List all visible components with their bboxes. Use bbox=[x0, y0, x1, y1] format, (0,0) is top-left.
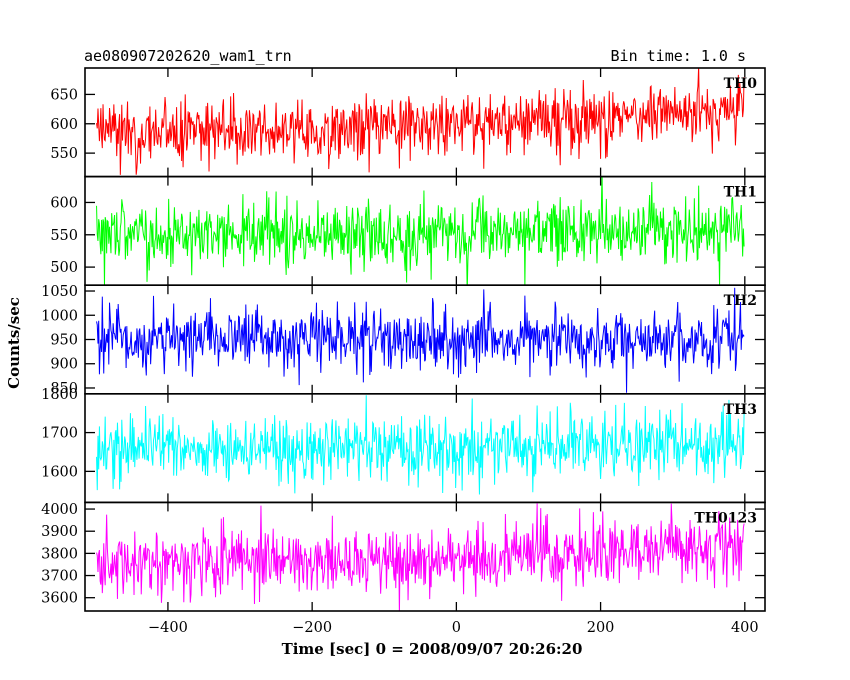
panel-th3: 1600 1700 1800 TH3 bbox=[41, 387, 766, 504]
series-line-th0123 bbox=[96, 503, 745, 611]
y-tick-label: 500 bbox=[50, 260, 78, 276]
panel-label-th1: TH1 bbox=[724, 185, 757, 201]
x-tick-label: −400 bbox=[148, 620, 188, 636]
panel-label-th0123: TH0123 bbox=[694, 510, 757, 526]
panels-group: 550 600 650 TH0 500 550 600 TH1 850 900 950 1000 105… bbox=[41, 67, 766, 612]
y-tick-label: 3600 bbox=[41, 591, 78, 607]
y-tick-label: 900 bbox=[50, 357, 78, 373]
y-tick-label: 1600 bbox=[41, 464, 78, 480]
y-tick-label: 1050 bbox=[41, 284, 78, 300]
panel-label-th3: TH3 bbox=[724, 402, 757, 418]
series-line-th0 bbox=[96, 68, 745, 175]
x-axis: −400 −200 0 200 400 bbox=[148, 620, 759, 636]
series-line-th1 bbox=[96, 176, 745, 286]
y-axis-label: Counts/sec bbox=[5, 297, 23, 389]
x-tick-label: 200 bbox=[587, 620, 615, 636]
panel-th2: 850 900 950 1000 1050 TH2 bbox=[41, 284, 766, 397]
x-tick-label: 0 bbox=[452, 620, 461, 636]
y-tick-label: 550 bbox=[50, 228, 78, 244]
y-tick-label: 600 bbox=[50, 195, 78, 211]
x-axis-label: Time [sec] 0 = 2008/09/07 20:26:20 bbox=[282, 640, 583, 658]
chart-title: ae080907202620_wam1_trn bbox=[84, 47, 292, 65]
panel-th0: 550 600 650 TH0 bbox=[50, 67, 766, 178]
y-tick-label: 1800 bbox=[41, 387, 78, 403]
y-tick-label: 550 bbox=[50, 146, 78, 162]
y-tick-label: 3800 bbox=[41, 546, 78, 562]
y-tick-label: 850 bbox=[50, 381, 78, 397]
y-tick-label: 650 bbox=[50, 87, 78, 103]
panel-label-th2: TH2 bbox=[724, 293, 757, 309]
y-tick-label: 4000 bbox=[41, 502, 78, 518]
panel-th1: 500 550 600 TH1 bbox=[50, 175, 766, 287]
y-tick-label: 1700 bbox=[41, 426, 78, 442]
series-line-th2 bbox=[96, 287, 745, 393]
bin-time-label: Bin time: 1.0 s bbox=[611, 47, 746, 65]
panel-frame bbox=[84, 501, 766, 612]
y-tick-label: 3700 bbox=[41, 569, 78, 585]
series-line-th3 bbox=[96, 395, 745, 495]
y-tick-label: 3900 bbox=[41, 524, 78, 540]
y-tick-label: 600 bbox=[50, 117, 78, 133]
panel-th0123: 3600 3700 3800 3900 4000 TH0123 bbox=[41, 501, 766, 612]
x-tick-label: −200 bbox=[292, 620, 332, 636]
panel-label-th0: TH0 bbox=[724, 76, 758, 92]
x-tick-label: 400 bbox=[731, 620, 759, 636]
y-tick-label: 950 bbox=[50, 333, 78, 349]
y-tick-label: 1000 bbox=[41, 308, 78, 324]
